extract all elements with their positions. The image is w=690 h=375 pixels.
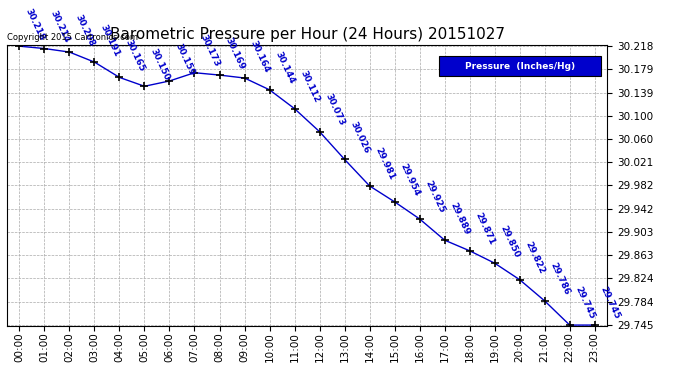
Text: 29.925: 29.925 — [424, 179, 446, 215]
Text: 30.150: 30.150 — [148, 47, 171, 82]
Text: 30.218: 30.218 — [23, 7, 46, 42]
Text: 29.954: 29.954 — [399, 162, 422, 198]
Text: Copyright 2015 Cartronics.com: Copyright 2015 Cartronics.com — [7, 33, 138, 42]
Text: 29.786: 29.786 — [549, 261, 572, 297]
Text: 30.208: 30.208 — [74, 13, 97, 48]
Text: 30.165: 30.165 — [124, 38, 146, 73]
Text: 30.159: 30.159 — [174, 42, 197, 77]
Text: 29.871: 29.871 — [474, 211, 497, 247]
Text: 30.112: 30.112 — [299, 69, 322, 105]
Text: Pressure  (Inches/Hg): Pressure (Inches/Hg) — [465, 62, 575, 70]
Text: 29.822: 29.822 — [524, 240, 546, 276]
Text: 30.173: 30.173 — [199, 33, 221, 69]
Text: 29.889: 29.889 — [448, 201, 472, 236]
Text: 29.745: 29.745 — [574, 285, 597, 321]
Text: 30.191: 30.191 — [99, 23, 121, 58]
Text: 30.169: 30.169 — [224, 36, 246, 71]
Text: 29.850: 29.850 — [499, 224, 522, 259]
Text: 30.073: 30.073 — [324, 92, 346, 128]
Text: 29.745: 29.745 — [599, 285, 622, 321]
Text: 30.144: 30.144 — [274, 50, 297, 86]
Text: 30.026: 30.026 — [348, 120, 371, 155]
Bar — [439, 56, 601, 76]
Title: Barometric Pressure per Hour (24 Hours) 20151027: Barometric Pressure per Hour (24 Hours) … — [110, 27, 504, 42]
Text: 29.981: 29.981 — [374, 146, 397, 182]
Text: 30.214: 30.214 — [48, 9, 71, 44]
Text: 30.164: 30.164 — [248, 39, 271, 74]
